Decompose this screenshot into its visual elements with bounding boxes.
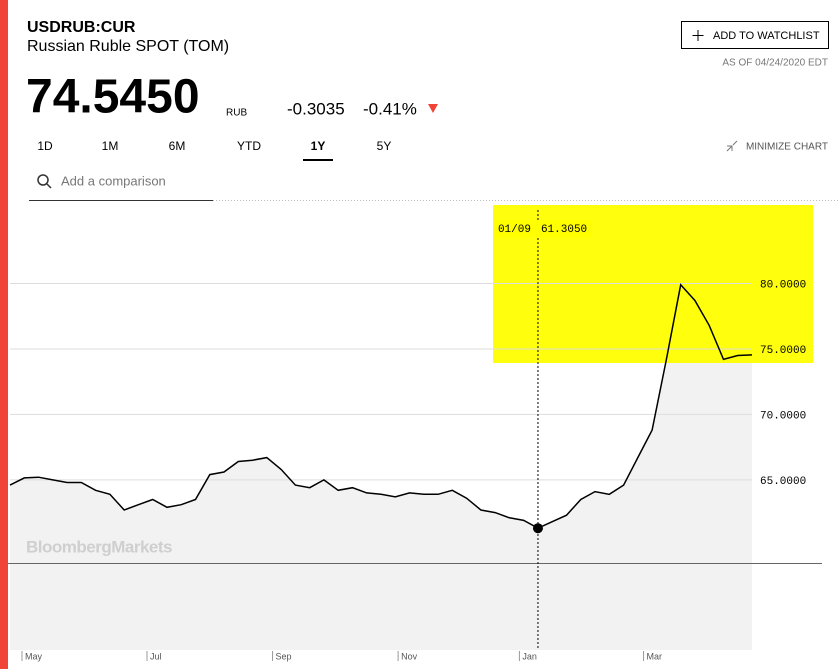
tooltip-box — [495, 220, 592, 237]
search-icon — [37, 174, 49, 186]
watchlist-button[interactable]: ADD TO WATCHLIST — [681, 21, 829, 49]
x-tick-label: Mar — [647, 651, 663, 661]
ticker: USDRUB:CUR — [27, 19, 136, 36]
accent-bar — [0, 0, 8, 669]
price: 74.5450 — [26, 71, 200, 124]
down-arrow — [428, 104, 438, 113]
x-tick-label: May — [25, 651, 43, 661]
comparison-input[interactable]: Add a comparison — [61, 173, 166, 188]
x-tick-label: Jan — [522, 651, 537, 661]
watchlist-label: ADD TO WATCHLIST — [713, 30, 820, 42]
tab[interactable]: 1Y — [311, 139, 326, 153]
watermark: BloombergMarkets — [26, 537, 172, 556]
y-tick-label: 80.0000 — [760, 279, 806, 291]
tab[interactable]: 5Y — [377, 139, 392, 153]
minimize-chart[interactable]: MINIMIZE CHART — [746, 142, 828, 153]
tooltip-value: 61.3050 — [541, 224, 587, 236]
instrument-name: Russian Ruble SPOT (TOM) — [27, 38, 229, 55]
currency: RUB — [226, 108, 247, 119]
price-line — [9, 283, 753, 530]
button-frame — [681, 21, 829, 49]
minimize-icon — [726, 140, 738, 152]
y-tick-label: 75.0000 — [760, 345, 806, 357]
x-tick-label: Nov — [401, 651, 418, 661]
plus-icon — [692, 30, 704, 41]
tab[interactable]: 1M — [102, 139, 119, 153]
tooltip-date: 01/09 — [498, 224, 531, 236]
plot: 65.0000 70.0000 75.0000 80.0000 BloombergMar… — [8, 205, 822, 661]
as-of: AS OF 04/24/2020 EDT — [722, 58, 828, 69]
tab[interactable]: 6M — [169, 139, 186, 153]
change: -0.3035 — [287, 99, 345, 118]
y-tick-label: 65.0000 — [760, 476, 806, 488]
tab[interactable]: 1D — [37, 139, 53, 153]
area — [10, 284, 752, 650]
search-icon-handle — [46, 183, 52, 189]
hover-marker — [532, 523, 543, 534]
change-pct: -0.41% — [363, 99, 417, 118]
tabs: 1D 1M 6M YTD 1Y 5Y — [37, 139, 392, 161]
x-tick-label: Jul — [150, 651, 162, 661]
x-tick-label: Sep — [276, 651, 292, 661]
y-tick-label: 70.0000 — [760, 410, 806, 422]
tab[interactable]: YTD — [237, 139, 261, 153]
